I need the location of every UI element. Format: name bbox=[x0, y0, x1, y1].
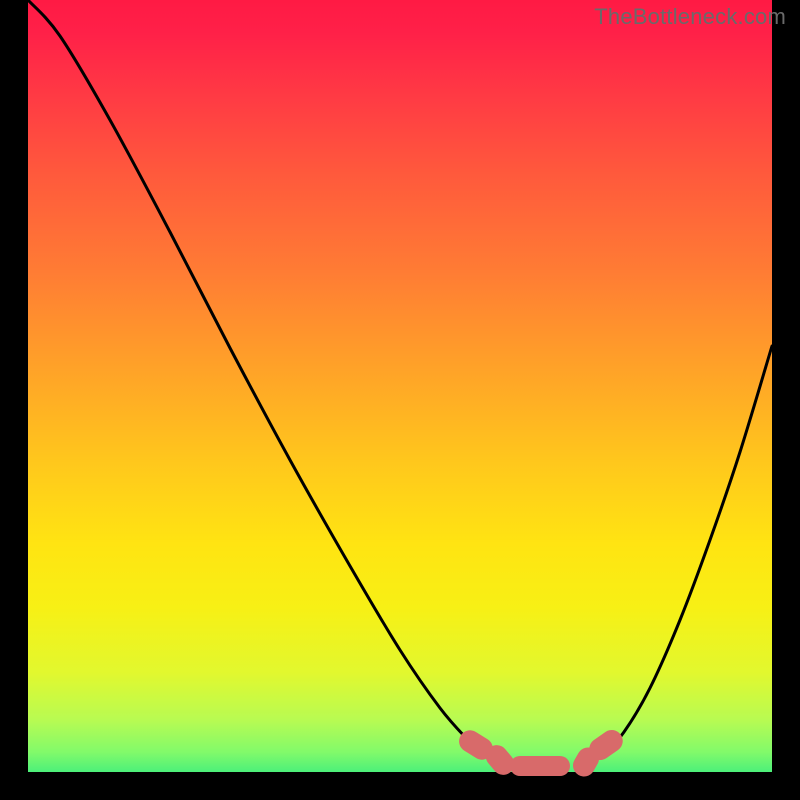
curve-left bbox=[28, 0, 485, 756]
curve-right bbox=[604, 346, 772, 754]
border-bars bbox=[0, 0, 800, 800]
marker-capsule bbox=[510, 756, 570, 776]
watermark-text: TheBottleneck.com bbox=[594, 4, 786, 30]
chart-layer bbox=[0, 0, 800, 800]
chart-stage: TheBottleneck.com bbox=[0, 0, 800, 800]
